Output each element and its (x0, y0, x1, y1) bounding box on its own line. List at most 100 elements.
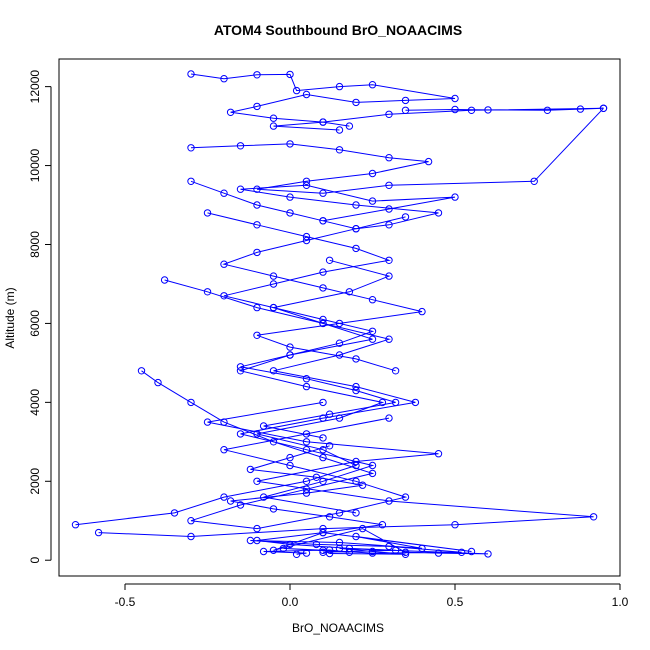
data-point (434, 209, 443, 217)
data-point (203, 209, 212, 217)
y-tick-label: 2000 (28, 468, 42, 495)
data-point (368, 81, 377, 89)
y-tick-label: 0 (28, 557, 42, 564)
data-point (286, 540, 294, 549)
series-line (98, 401, 594, 538)
data-point (269, 546, 278, 554)
x-tick-label: 0.0 (282, 595, 299, 609)
data-point (325, 256, 334, 264)
data-point (292, 550, 301, 558)
data-point (286, 70, 294, 79)
data-point (312, 473, 321, 481)
data-point (319, 315, 327, 324)
data-point (434, 549, 443, 557)
x-tick-label: -0.5 (115, 595, 136, 609)
data-point (259, 547, 268, 556)
data-point (451, 521, 459, 529)
data-point (543, 106, 552, 115)
data-point (253, 477, 261, 485)
data-point (236, 501, 245, 509)
data-point (385, 256, 393, 264)
data-point (259, 422, 268, 430)
data-point (401, 493, 410, 501)
data-point (319, 434, 327, 442)
data-point (286, 140, 294, 148)
series-line (222, 216, 423, 372)
x-axis: -0.5 0.0 0.5 1.0 (115, 583, 629, 609)
data-point (279, 544, 288, 553)
data-point (391, 546, 400, 554)
data-point (368, 327, 377, 335)
data-point (368, 469, 377, 478)
data-point (187, 532, 195, 541)
data-point (319, 189, 327, 197)
data-point (253, 524, 261, 533)
data-point (385, 205, 393, 213)
data-point (71, 521, 80, 529)
data-point (203, 418, 212, 426)
data-point (335, 126, 344, 134)
data-point (187, 398, 195, 407)
data-point (269, 272, 278, 280)
data-point (312, 540, 321, 549)
data-point (345, 548, 354, 556)
data-point (203, 288, 212, 296)
data-point (302, 382, 311, 391)
data-point (246, 465, 255, 474)
data-point (335, 82, 344, 91)
data-point (319, 319, 327, 328)
data-point (424, 157, 433, 166)
data-point (269, 367, 278, 375)
data-point (385, 154, 393, 162)
data-point (220, 189, 228, 197)
series-line (190, 73, 456, 127)
data-point (253, 201, 261, 209)
data-point (154, 378, 162, 387)
data-point (220, 446, 228, 454)
data-point (335, 339, 344, 347)
data-point (302, 232, 311, 241)
data-point (302, 438, 311, 446)
data-point (401, 548, 410, 556)
data-point (319, 528, 327, 537)
data-point (236, 363, 245, 371)
data-point (352, 457, 360, 466)
data-point (236, 367, 245, 375)
data-point (352, 382, 360, 391)
data-point (187, 144, 195, 152)
data-point (401, 550, 410, 558)
data-point (385, 110, 393, 119)
data-point (226, 497, 235, 505)
data-point (302, 549, 311, 557)
data-point (378, 521, 387, 529)
data-point (302, 181, 311, 190)
data-point (137, 367, 146, 375)
y-tick-label: 8000 (28, 231, 42, 258)
data-point (385, 181, 393, 190)
y-tick-label: 6000 (28, 310, 42, 337)
data-point (302, 489, 311, 497)
data-point (599, 104, 608, 113)
data-point (368, 169, 377, 178)
data-point (170, 509, 179, 517)
data-point (94, 528, 103, 537)
data-point (325, 442, 334, 450)
data-point (352, 532, 360, 541)
chart-title: ATOM4 Southbound BrO_NOAACIMS (214, 22, 462, 38)
data-point (269, 303, 278, 312)
data-point (187, 177, 195, 186)
data-point (253, 248, 261, 257)
data-point (378, 398, 387, 407)
data-point (530, 177, 538, 186)
y-axis-label: Altitude (m) (3, 287, 17, 348)
data-point (385, 414, 393, 422)
data-point (302, 236, 311, 245)
data-point (457, 548, 466, 556)
series-line (190, 107, 604, 194)
data-point (325, 513, 334, 521)
data-point (220, 75, 228, 83)
data-point (160, 276, 169, 284)
y-tick-label: 10000 (28, 149, 42, 183)
data-point (352, 98, 360, 107)
data-point (335, 146, 344, 154)
